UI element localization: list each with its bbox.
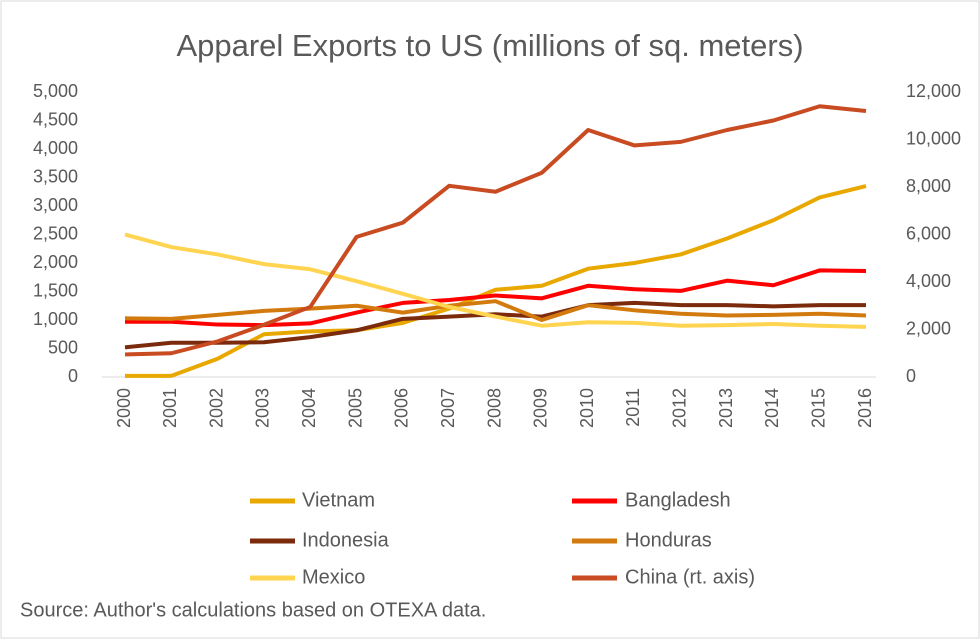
- chart-title: Apparel Exports to US (millions of sq. m…: [176, 28, 803, 63]
- x-tick-label: 2016: [855, 388, 875, 428]
- y2-tick-label: 0: [906, 366, 916, 386]
- x-tick-label: 2005: [345, 388, 365, 428]
- legend-label: Honduras: [625, 529, 712, 551]
- x-tick-label: 2006: [392, 388, 412, 428]
- series-line: [124, 232, 867, 329]
- x-tick-label: 2001: [160, 388, 180, 428]
- source-note: Source: Author's calculations based on O…: [20, 599, 486, 621]
- x-tick-label: 2010: [577, 388, 597, 428]
- legend-label: Bangladesh: [625, 489, 731, 511]
- y-tick-label: 500: [48, 337, 78, 357]
- y-tick-label: 1,000: [33, 309, 78, 329]
- legend-label: Mexico: [302, 566, 365, 588]
- x-tick-label: 2009: [531, 388, 551, 428]
- y-tick-label: 1,500: [33, 280, 78, 300]
- x-tick-label: 2013: [716, 388, 736, 428]
- legend-label: China (rt. axis): [625, 566, 755, 588]
- legend-label: Vietnam: [302, 489, 375, 511]
- y2-tick-label: 6,000: [906, 223, 951, 243]
- series-line: [124, 104, 867, 357]
- y2-tick-label: 8,000: [906, 176, 951, 196]
- series-line: [125, 268, 867, 328]
- x-tick-label: 2014: [762, 388, 782, 428]
- y-tick-label: 5,000: [33, 81, 78, 101]
- x-tick-label: 2000: [114, 388, 134, 428]
- y-tick-label: 3,000: [33, 195, 78, 215]
- y-tick-label: 3,500: [33, 166, 78, 186]
- x-tick-label: 2007: [438, 388, 458, 428]
- y2-tick-label: 4,000: [906, 271, 951, 291]
- y-tick-label: 2,000: [33, 252, 78, 272]
- y2-tick-label: 10,000: [906, 128, 961, 148]
- y-tick-label: 0: [68, 366, 78, 386]
- x-tick-label: 2002: [206, 388, 226, 428]
- x-tick-label: 2012: [670, 388, 690, 428]
- x-tick-label: 2003: [253, 388, 273, 428]
- y2-tick-label: 12,000: [906, 81, 961, 101]
- legend-label: Indonesia: [302, 529, 390, 551]
- series-line: [124, 300, 866, 350]
- y-tick-label: 4,500: [33, 109, 78, 129]
- y-tick-label: 4,000: [33, 138, 78, 158]
- y2-tick-label: 2,000: [906, 318, 951, 338]
- x-tick-label: 2008: [484, 388, 504, 428]
- y-tick-label: 2,500: [33, 223, 78, 243]
- x-tick-label: 2015: [808, 388, 828, 428]
- x-tick-label: 2004: [299, 388, 319, 428]
- series-line: [124, 299, 867, 322]
- x-tick-label: 2011: [623, 388, 643, 427]
